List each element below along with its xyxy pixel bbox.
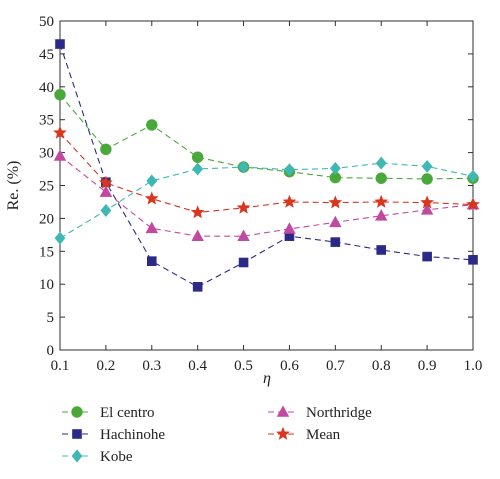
y-tick-label: 30 <box>39 146 54 162</box>
data-point-kobe-10 <box>467 169 479 183</box>
x-axis-label: η <box>263 370 271 387</box>
data-point-northridge-4 <box>191 229 204 241</box>
legend-label-kobe: Kobe <box>100 449 133 465</box>
y-tick-label: 50 <box>39 14 54 30</box>
legend: El centro Hachinohe Kobe Northridge Mean <box>62 405 372 465</box>
data-point-el-centro-3 <box>146 119 158 131</box>
data-point-northridge-3 <box>145 221 158 234</box>
data-point-hachinohe-9 <box>422 251 432 262</box>
data-point-el-centro-1 <box>54 88 66 101</box>
x-tick-label: 0.3 <box>142 358 161 374</box>
series-hachinohe <box>55 39 478 292</box>
data-point-hachinohe-10 <box>468 255 478 265</box>
x-tick-label: 0.8 <box>372 358 391 374</box>
y-tick-label: 0 <box>47 343 55 359</box>
y-tick-label: 15 <box>39 244 54 260</box>
data-point-northridge-1 <box>53 149 67 161</box>
data-point-kobe-6 <box>284 163 295 177</box>
series-layer <box>53 39 480 292</box>
series-line-hachinohe <box>59 43 474 288</box>
x-tick-label: 0.7 <box>326 358 345 374</box>
x-tick-label: 1.0 <box>464 358 483 374</box>
legend-item-hachinohe: Hachinohe <box>62 427 165 443</box>
data-point-northridge-8 <box>375 209 388 221</box>
data-point-hachinohe-1 <box>55 39 65 49</box>
y-tick-label: 5 <box>47 310 55 326</box>
x-axis-ticks <box>59 21 474 350</box>
data-point-kobe-1 <box>54 231 66 245</box>
legend-label-mean: Mean <box>306 427 341 443</box>
x-tick-label: 0.4 <box>188 358 207 374</box>
data-point-hachinohe-3 <box>146 256 157 266</box>
data-point-northridge-5 <box>237 229 250 241</box>
y-axis-label: Re. (%) <box>5 161 22 211</box>
data-point-el-centro-8 <box>375 172 387 184</box>
legend-item-kobe: Kobe <box>62 449 133 465</box>
y-tick-label: 35 <box>39 113 54 129</box>
legend-marker-mean <box>276 426 290 440</box>
data-point-mean-9 <box>420 195 434 209</box>
data-point-kobe-3 <box>146 174 158 188</box>
data-point-el-centro-2 <box>100 143 112 156</box>
series-line-mean <box>59 132 474 214</box>
x-tick-label: 0.5 <box>234 358 253 374</box>
data-point-northridge-9 <box>420 203 434 215</box>
data-point-hachinohe-8 <box>376 245 387 255</box>
data-point-mean-3 <box>144 191 159 205</box>
x-tick-label: 0.2 <box>97 358 116 374</box>
y-tick-label: 45 <box>39 47 54 63</box>
legend-marker-kobe <box>71 449 83 463</box>
series-line-northridge <box>59 155 474 237</box>
y-tick-label: 20 <box>39 211 54 227</box>
data-point-kobe-7 <box>329 161 341 175</box>
legend-item-mean: Mean <box>268 426 341 443</box>
data-point-mean-10 <box>466 197 480 211</box>
x-tick-label: 0.6 <box>280 358 299 374</box>
data-point-el-centro-9 <box>421 173 433 185</box>
legend-marker-el-centro <box>71 406 83 418</box>
y-tick-label: 40 <box>39 80 54 96</box>
data-point-mean-8 <box>374 194 389 208</box>
data-point-el-centro-4 <box>191 151 204 163</box>
y-tick-label: 10 <box>39 277 54 293</box>
legend-label-el-centro: El centro <box>100 405 155 421</box>
data-point-kobe-9 <box>421 159 433 173</box>
data-point-mean-5 <box>236 200 251 214</box>
legend-label-hachinohe: Hachinohe <box>100 427 165 443</box>
data-point-mean-2 <box>99 175 113 189</box>
data-point-hachinohe-4 <box>192 282 203 292</box>
data-point-northridge-2 <box>99 185 113 197</box>
x-tick-label: 0.9 <box>418 358 437 374</box>
x-axis-tick-labels: 0.1 0.2 0.3 0.4 0.5 0.6 0.7 0.8 0.9 1.0 <box>51 358 483 374</box>
data-point-kobe-4 <box>192 162 204 176</box>
data-point-mean-4 <box>190 205 205 219</box>
data-point-mean-7 <box>328 195 343 209</box>
legend-item-el-centro: El centro <box>62 405 155 421</box>
legend-marker-hachinohe <box>72 429 82 439</box>
legend-marker-northridge <box>276 405 290 417</box>
data-point-northridge-6 <box>283 222 296 234</box>
legend-item-northridge: Northridge <box>268 405 372 421</box>
y-axis-ticks <box>60 20 473 351</box>
series-line-kobe <box>59 162 474 239</box>
y-axis-tick-labels: 0 5 10 15 20 25 30 35 40 45 50 <box>39 14 54 359</box>
data-point-mean-6 <box>282 194 297 208</box>
series-kobe <box>54 156 479 245</box>
data-point-hachinohe-7 <box>330 237 341 247</box>
data-point-hachinohe-5 <box>238 257 249 268</box>
series-northridge <box>53 149 480 241</box>
x-tick-label: 0.1 <box>51 358 70 374</box>
data-point-kobe-5 <box>238 160 249 174</box>
y-tick-label: 25 <box>39 179 54 195</box>
series-mean <box>53 125 480 219</box>
legend-label-northridge: Northridge <box>306 405 372 421</box>
data-point-mean-1 <box>53 125 67 139</box>
data-point-kobe-2 <box>100 204 112 217</box>
data-point-kobe-8 <box>375 156 387 170</box>
data-point-northridge-7 <box>329 215 342 228</box>
